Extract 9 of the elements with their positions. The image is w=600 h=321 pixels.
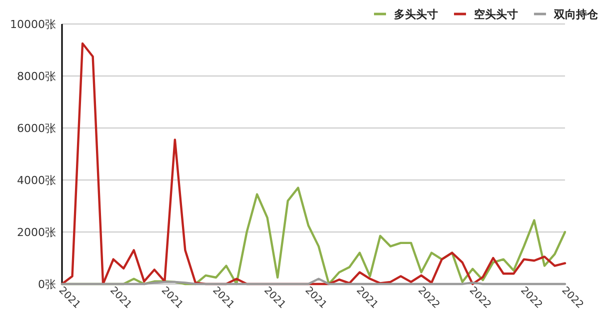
y-tick-label: 0张 [38, 278, 56, 291]
y-tick-label: 2000张 [17, 226, 56, 239]
y-tick-label: 4000张 [17, 174, 56, 187]
y-tick-label: 8000张 [17, 70, 56, 83]
y-tick-label: 6000张 [17, 122, 56, 135]
y-tick-label: 10000张 [10, 18, 56, 31]
legend-label: 多头头寸 [394, 8, 438, 21]
legend-label: 双向持仓 [553, 8, 599, 21]
legend-label: 空头头寸 [474, 8, 518, 21]
